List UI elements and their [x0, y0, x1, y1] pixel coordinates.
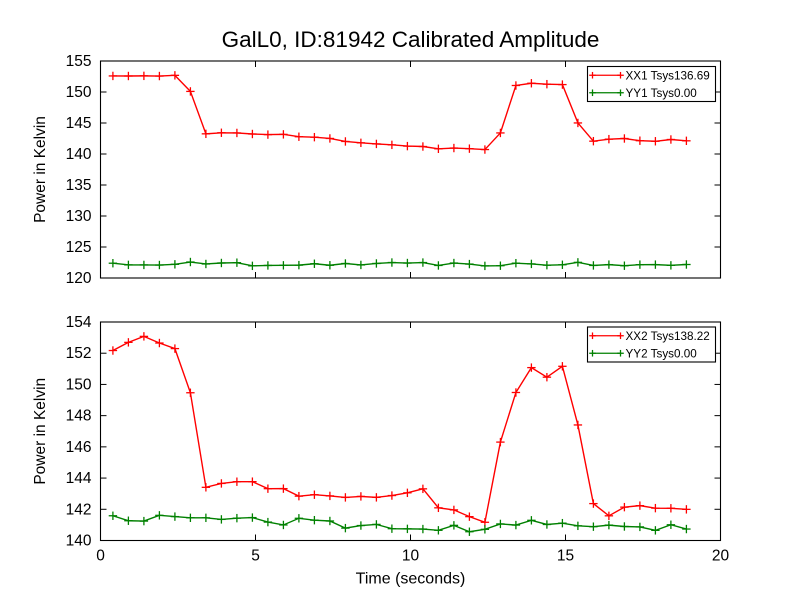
svg-text:YY1 Tsys0.00: YY1 Tsys0.00 — [626, 87, 698, 100]
svg-text:142: 142 — [66, 501, 92, 518]
svg-text:0: 0 — [96, 548, 105, 565]
svg-text:5: 5 — [251, 548, 260, 565]
svg-text:120: 120 — [66, 270, 92, 287]
svg-text:GalL0, ID:81942 Calibrated Amp: GalL0, ID:81942 Calibrated Amplitude — [222, 27, 600, 52]
svg-text:Time (seconds): Time (seconds) — [356, 571, 466, 588]
svg-text:152: 152 — [66, 345, 92, 362]
svg-text:140: 140 — [66, 533, 92, 550]
svg-text:Power in Kelvin: Power in Kelvin — [32, 116, 49, 223]
svg-text:140: 140 — [66, 146, 92, 163]
svg-text:148: 148 — [66, 408, 92, 425]
svg-text:XX1 Tsys136.69: XX1 Tsys136.69 — [626, 70, 710, 83]
svg-text:YY2 Tsys0.00: YY2 Tsys0.00 — [626, 348, 698, 361]
svg-text:155: 155 — [66, 53, 92, 70]
svg-text:135: 135 — [66, 177, 92, 194]
svg-text:146: 146 — [66, 439, 92, 456]
svg-text:130: 130 — [66, 208, 92, 225]
svg-text:XX2 Tsys138.22: XX2 Tsys138.22 — [626, 330, 710, 343]
svg-text:154: 154 — [66, 314, 92, 331]
svg-text:125: 125 — [66, 239, 92, 256]
svg-text:Power in Kelvin: Power in Kelvin — [32, 378, 49, 485]
svg-text:10: 10 — [402, 548, 420, 565]
svg-text:145: 145 — [66, 115, 92, 132]
svg-text:150: 150 — [66, 376, 92, 393]
svg-text:15: 15 — [557, 548, 574, 565]
svg-text:20: 20 — [712, 548, 730, 565]
svg-text:144: 144 — [66, 470, 92, 487]
svg-text:150: 150 — [66, 84, 92, 101]
